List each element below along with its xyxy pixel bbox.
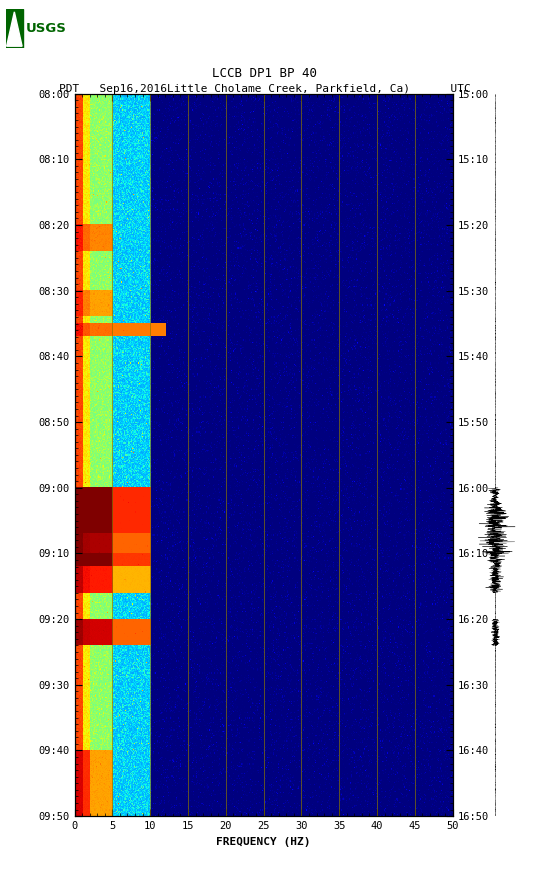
Text: LCCB DP1 BP 40: LCCB DP1 BP 40 — [213, 67, 317, 80]
X-axis label: FREQUENCY (HZ): FREQUENCY (HZ) — [216, 837, 311, 847]
Text: USGS: USGS — [25, 22, 66, 35]
Polygon shape — [7, 12, 22, 46]
Text: PDT   Sep16,2016Little Cholame Creek, Parkfield, Ca)      UTC: PDT Sep16,2016Little Cholame Creek, Park… — [59, 84, 471, 94]
Bar — [6, 9, 23, 48]
